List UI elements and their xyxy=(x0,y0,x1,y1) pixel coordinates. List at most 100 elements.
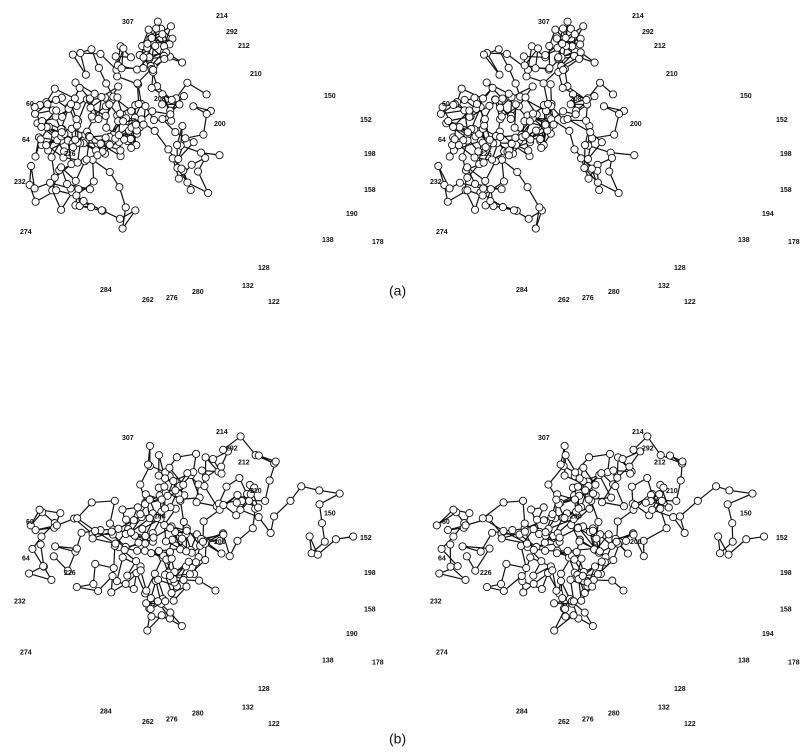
c-alpha-atom xyxy=(110,564,117,571)
c-alpha-atom xyxy=(161,475,168,482)
c-alpha-atom xyxy=(600,103,607,110)
c-alpha-atom xyxy=(681,529,688,536)
c-alpha-atom xyxy=(551,627,558,634)
c-alpha-atom xyxy=(608,494,615,501)
c-alpha-atom xyxy=(587,129,594,136)
c-alpha-atom xyxy=(760,533,767,540)
c-alpha-atom xyxy=(557,570,564,577)
residue-label: 292 xyxy=(642,29,654,36)
c-alpha-atom xyxy=(218,470,225,477)
c-alpha-atom xyxy=(620,503,627,510)
c-alpha-atom xyxy=(480,51,487,58)
c-alpha-atom xyxy=(159,115,166,122)
c-alpha-atom xyxy=(139,525,146,532)
residue-label: 276 xyxy=(582,295,594,302)
c-alpha-atom xyxy=(525,215,532,222)
c-alpha-atom xyxy=(455,142,462,149)
residue-label: 132 xyxy=(242,704,254,711)
residue-label: 200 xyxy=(214,539,226,546)
c-alpha-atom xyxy=(306,533,313,540)
c-alpha-atom xyxy=(576,538,583,545)
c-alpha-atom xyxy=(658,497,665,504)
c-alpha-atom xyxy=(553,550,560,557)
c-alpha-atom xyxy=(557,577,564,584)
c-alpha-atom xyxy=(729,520,736,527)
c-alpha-atom xyxy=(589,622,596,629)
c-alpha-atom xyxy=(526,118,533,125)
c-alpha-atom xyxy=(170,597,177,604)
c-alpha-atom xyxy=(83,156,90,163)
c-alpha-atom xyxy=(186,571,193,578)
c-alpha-atom xyxy=(161,483,168,490)
c-alpha-atom xyxy=(134,80,141,87)
c-alpha-atom xyxy=(498,113,505,120)
c-alpha-atom xyxy=(50,553,57,560)
c-alpha-atom xyxy=(162,538,169,545)
c-alpha-atom xyxy=(486,102,493,109)
c-alpha-atom xyxy=(499,95,506,102)
c-alpha-atom xyxy=(161,55,168,62)
c-alpha-atom xyxy=(193,450,200,457)
c-alpha-atom xyxy=(549,567,556,574)
c-alpha-atom xyxy=(574,525,581,532)
residue-label: 198 xyxy=(364,151,376,158)
c-alpha-atom xyxy=(581,609,588,616)
c-alpha-atom xyxy=(505,64,512,71)
c-alpha-atom xyxy=(155,547,162,554)
c-alpha-atom xyxy=(612,482,619,489)
c-alpha-atom xyxy=(471,180,478,187)
c-alpha-atom xyxy=(142,103,149,110)
c-alpha-atom xyxy=(150,116,157,123)
c-alpha-atom xyxy=(233,499,240,506)
c-alpha-atom xyxy=(77,49,84,56)
c-alpha-atom xyxy=(576,55,583,62)
c-alpha-atom xyxy=(550,121,557,128)
c-alpha-atom xyxy=(503,560,510,567)
c-alpha-atom xyxy=(176,496,183,503)
c-alpha-atom xyxy=(112,540,119,547)
c-alpha-atom xyxy=(116,215,123,222)
c-alpha-atom xyxy=(598,470,605,477)
residue-label: 178 xyxy=(372,660,384,667)
c-alpha-atom xyxy=(95,64,102,71)
c-alpha-atom xyxy=(715,533,722,540)
c-alpha-atom xyxy=(486,136,493,143)
c-alpha-atom xyxy=(120,45,127,52)
stereo-view: 3072142922121501521981581901781381221281… xyxy=(14,13,384,306)
c-alpha-atom xyxy=(594,179,601,186)
c-alpha-atom xyxy=(529,83,536,90)
c-alpha-atom xyxy=(479,192,486,199)
c-alpha-atom xyxy=(463,553,470,560)
c-alpha-atom xyxy=(542,121,549,128)
c-alpha-atom xyxy=(111,497,118,504)
c-alpha-atom xyxy=(180,576,187,583)
c-alpha-atom xyxy=(159,31,166,38)
c-alpha-atom xyxy=(154,18,161,25)
c-alpha-atom xyxy=(199,538,206,545)
c-alpha-atom xyxy=(270,513,277,520)
c-alpha-atom xyxy=(204,189,211,196)
c-alpha-atom xyxy=(615,189,622,196)
c-alpha-atom xyxy=(236,474,243,481)
c-alpha-atom xyxy=(464,129,471,136)
c-alpha-atom xyxy=(512,80,519,87)
c-alpha-atom xyxy=(102,134,109,141)
panel-caption: (a) xyxy=(389,283,406,299)
c-alpha-atom xyxy=(628,483,635,490)
c-alpha-atom xyxy=(74,159,81,166)
c-alpha-atom xyxy=(154,576,161,583)
c-alpha-atom xyxy=(192,559,199,566)
c-alpha-atom xyxy=(168,589,175,596)
c-alpha-atom xyxy=(716,550,723,557)
residue-label: 262 xyxy=(142,719,154,726)
c-alpha-atom xyxy=(495,46,502,53)
residue-label: 274 xyxy=(20,649,32,656)
c-alpha-atom xyxy=(608,154,615,161)
c-alpha-atom xyxy=(67,100,74,107)
c-alpha-atom xyxy=(458,85,465,92)
c-alpha-atom xyxy=(153,25,160,32)
c-alpha-atom xyxy=(144,461,151,468)
c-alpha-atom xyxy=(523,540,530,547)
c-alpha-atom xyxy=(201,482,208,489)
c-alpha-atom xyxy=(287,497,294,504)
